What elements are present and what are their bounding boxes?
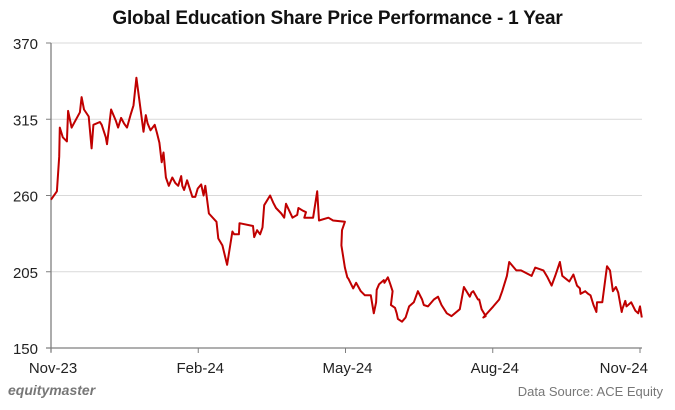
x-tick-label: Nov-23	[29, 360, 77, 377]
x-tick-label: Nov-24	[600, 360, 648, 377]
y-tick-label: 370	[13, 36, 38, 53]
y-tick-label: 260	[13, 189, 38, 206]
y-tick-label: 315	[13, 112, 38, 129]
x-tick-label: Feb-24	[176, 360, 224, 377]
x-axis-ticks: Nov-23 Feb-24 May-24 Aug-24 Nov-24	[29, 348, 648, 377]
data-source-note: Data Source: ACE Equity	[517, 384, 663, 399]
x-tick-label: Aug-24	[471, 360, 519, 377]
x-tick-label: May-24	[322, 360, 372, 377]
y-axis-ticks: 150 205 260 315 370	[13, 36, 51, 358]
price-line	[50, 76, 643, 323]
chart-title: Global Education Share Price Performance…	[112, 8, 563, 29]
y-tick-label: 205	[13, 265, 38, 282]
gridlines	[51, 42, 642, 273]
y-tick-label: 150	[13, 341, 38, 358]
equitymaster-logo: equitymaster	[8, 382, 96, 398]
